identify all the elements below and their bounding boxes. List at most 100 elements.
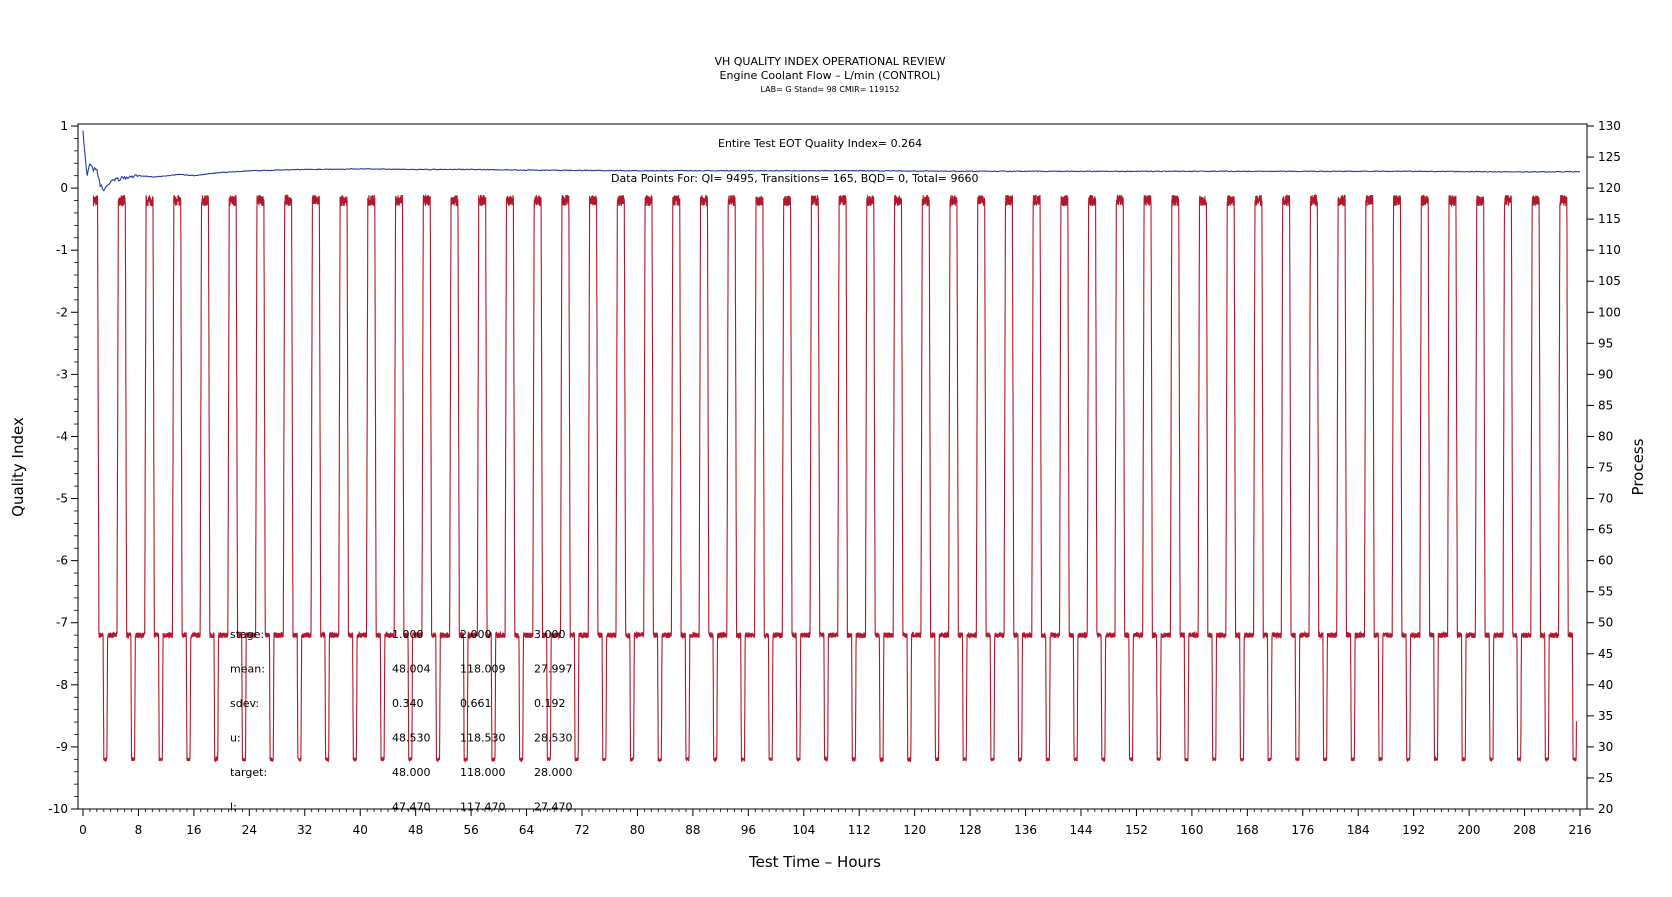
x-tick-label: 184 — [1347, 823, 1370, 837]
x-tick-label: 128 — [959, 823, 982, 837]
x-tick-label: 24 — [242, 823, 257, 837]
y-left-tick-label: -9 — [56, 740, 68, 754]
stats-header-label: stage: — [230, 628, 264, 641]
x-tick-label: 144 — [1070, 823, 1093, 837]
x-tick-label: 200 — [1458, 823, 1481, 837]
y-right-tick-label: 20 — [1598, 802, 1613, 816]
y-left-tick-label: -7 — [56, 616, 68, 630]
y-axis-right: 130 125 120 115 110 105 100 95 90 85 80 75 70 65 60 55 5… — [1587, 119, 1621, 816]
x-tick-label: 136 — [1014, 823, 1037, 837]
chart-subtitle: Engine Coolant Flow – L/min (CONTROL) — [720, 69, 941, 82]
stats-cell: 0.340 — [392, 697, 424, 710]
x-tick-label: 176 — [1291, 823, 1314, 837]
stats-cell: 28.000 — [534, 766, 573, 779]
y-right-tick-label: 60 — [1598, 554, 1613, 568]
y-left-tick-label: -4 — [56, 429, 68, 443]
chart-title: VH QUALITY INDEX OPERATIONAL REVIEW — [714, 55, 945, 68]
stats-cell: 0.192 — [534, 697, 566, 710]
x-tick-label: 0 — [79, 823, 87, 837]
y-right-tick-label: 95 — [1598, 336, 1613, 350]
stats-row-label: u: — [230, 732, 241, 745]
stats-row-label: target: — [230, 766, 267, 779]
y-right-tick-label: 35 — [1598, 709, 1613, 723]
x-tick-label: 160 — [1180, 823, 1203, 837]
plot-frame — [77, 123, 1588, 810]
x-tick-label: 208 — [1513, 823, 1536, 837]
y-left-tick-label: -3 — [56, 367, 68, 381]
y-left-tick-label: 1 — [60, 119, 68, 133]
x-tick-label: 16 — [186, 823, 201, 837]
y-right-tick-label: 80 — [1598, 429, 1613, 443]
y-right-tick-label: 120 — [1598, 181, 1621, 195]
y-right-tick-label: 115 — [1598, 212, 1621, 226]
x-tick-label: 32 — [297, 823, 312, 837]
y-axis-left-label: Quality Index — [9, 417, 27, 517]
y-left-tick-label: -2 — [56, 305, 68, 319]
stats-table: stage: 1.000 2.000 3.000 mean: 48.004 118.009 2… — [230, 628, 573, 814]
stats-header-value: 2.000 — [460, 628, 492, 641]
x-tick-label: 8 — [135, 823, 143, 837]
chart-subtitle-lab: LAB= G Stand= 98 CMIR= 119152 — [760, 85, 899, 94]
y-right-tick-label: 85 — [1598, 398, 1613, 412]
stats-cell: 0.661 — [460, 697, 492, 710]
quality-index-line — [82, 130, 1581, 192]
y-right-tick-label: 130 — [1598, 119, 1621, 133]
x-tick-label: 64 — [519, 823, 534, 837]
x-tick-label: 80 — [630, 823, 645, 837]
y-right-tick-label: 125 — [1598, 150, 1621, 164]
y-left-tick-label: -8 — [56, 678, 68, 692]
process-line — [92, 193, 1577, 764]
stats-cell: 27.470 — [534, 801, 573, 814]
x-axis: 0 8 16 24 32 40 48 56 64 72 80 88 96 104 112 120 128 136 1… — [79, 809, 1591, 837]
y-right-tick-label: 50 — [1598, 616, 1613, 630]
y-right-tick-label: 65 — [1598, 523, 1613, 537]
x-tick-label: 48 — [408, 823, 423, 837]
x-axis-label: Test Time – Hours — [748, 853, 881, 871]
x-tick-label: 120 — [903, 823, 926, 837]
y-left-tick-label: 0 — [60, 181, 68, 195]
stats-row-label: l: — [230, 801, 237, 814]
y-right-tick-label: 30 — [1598, 740, 1613, 754]
x-tick-label: 216 — [1569, 823, 1592, 837]
stats-row-label: sdev: — [230, 697, 259, 710]
stats-cell: 118.009 — [460, 663, 506, 676]
stats-row-label: mean: — [230, 663, 265, 676]
y-right-tick-label: 75 — [1598, 461, 1613, 475]
x-tick-label: 56 — [463, 823, 478, 837]
y-right-tick-label: 45 — [1598, 647, 1613, 661]
stats-header-value: 3.000 — [534, 628, 566, 641]
y-left-tick-label: -5 — [56, 492, 68, 506]
y-right-tick-label: 110 — [1598, 243, 1621, 257]
x-tick-label: 96 — [741, 823, 756, 837]
y-right-tick-label: 25 — [1598, 771, 1613, 785]
y-left-tick-label: -6 — [56, 554, 68, 568]
stats-cell: 27.997 — [534, 663, 573, 676]
stats-cell: 47.470 — [392, 801, 431, 814]
x-tick-label: 72 — [574, 823, 589, 837]
annotation-quality-index: Entire Test EOT Quality Index= 0.264 — [718, 137, 922, 150]
x-tick-label: 168 — [1236, 823, 1259, 837]
y-right-tick-label: 105 — [1598, 274, 1621, 288]
stats-header-value: 1.000 — [392, 628, 424, 641]
y-right-tick-label: 40 — [1598, 678, 1613, 692]
x-tick-label: 192 — [1402, 823, 1425, 837]
x-tick-label: 40 — [353, 823, 368, 837]
annotation-data-points: Data Points For: QI= 9495, Transitions= … — [611, 172, 979, 185]
stats-cell: 118.000 — [460, 766, 506, 779]
stats-cell: 48.530 — [392, 732, 431, 745]
y-right-tick-label: 90 — [1598, 367, 1613, 381]
quality-index-series — [82, 130, 1581, 192]
x-tick-label: 88 — [685, 823, 700, 837]
y-right-tick-label: 55 — [1598, 585, 1613, 599]
y-right-tick-label: 70 — [1598, 492, 1613, 506]
process-series — [92, 193, 1577, 764]
stats-cell: 117.470 — [460, 801, 506, 814]
y-right-tick-label: 100 — [1598, 305, 1621, 319]
y-axis-left: 1 0 -1 -2 -3 -4 -5 -6 -7 -8 -9 -10 — [48, 119, 78, 816]
y-axis-right-label: Process — [1629, 438, 1647, 495]
stats-cell: 48.004 — [392, 663, 431, 676]
x-tick-label: 112 — [848, 823, 871, 837]
x-tick-label: 152 — [1125, 823, 1148, 837]
stats-cell: 48.000 — [392, 766, 431, 779]
